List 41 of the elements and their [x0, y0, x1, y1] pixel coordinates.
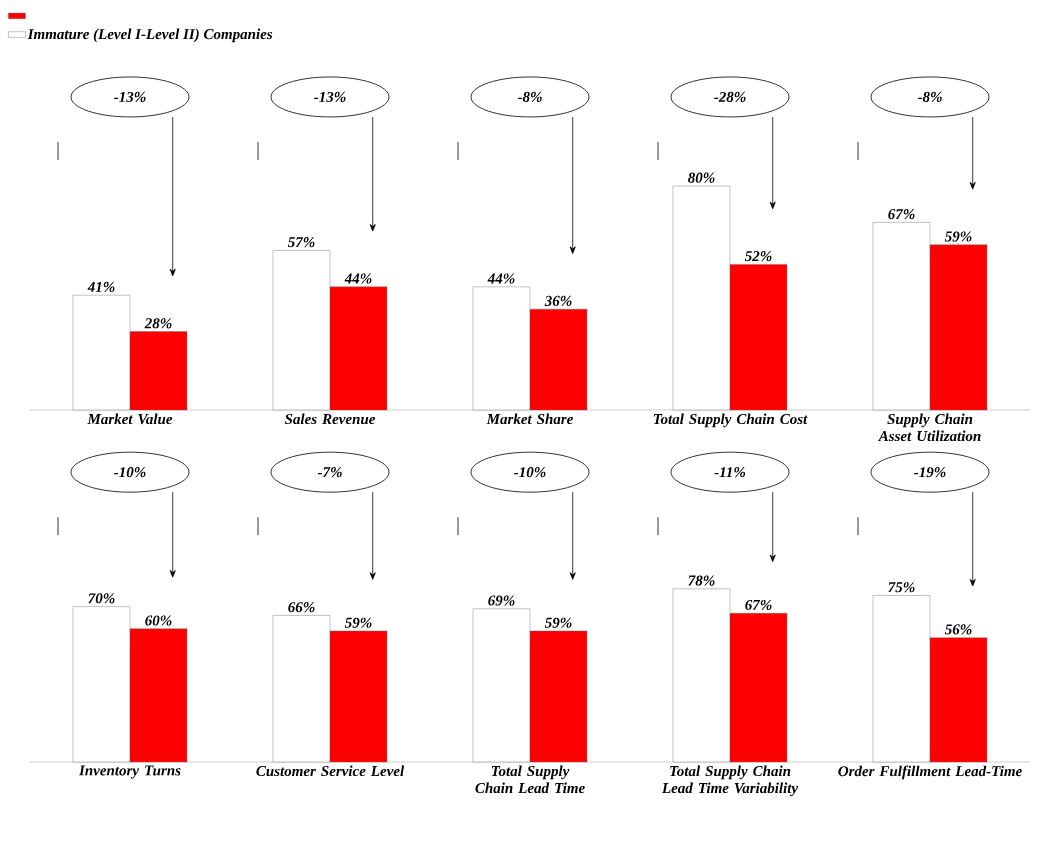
data-label: 75%	[888, 582, 915, 593]
x-tick-label: Supply Chain Asset Utilization	[877, 413, 981, 442]
data-label: 57%	[287, 237, 315, 248]
x-tick-label: Total Supply Chain Lead Time Variability	[661, 765, 799, 797]
text: -13%	[114, 91, 146, 103]
data-label: 67%	[888, 209, 915, 220]
x-tick-label: Order Fulfillment Lead-Time	[838, 765, 1022, 780]
text: -8%	[517, 91, 542, 103]
x-tick-label: Customer Service Level	[256, 765, 405, 777]
data-label: 59%	[544, 617, 572, 628]
data-label: 28%	[144, 318, 172, 329]
data-label: 67%	[745, 599, 772, 611]
text: -11%	[714, 467, 746, 478]
text: -7%	[317, 467, 342, 478]
text: -28%	[714, 91, 746, 103]
x-tick-label: Sales Revenue	[284, 413, 376, 425]
text: -10%	[114, 467, 146, 478]
data-label: 56%	[944, 624, 972, 635]
x-tick-label: Market Value	[87, 413, 173, 425]
legend-label: Immature (Level I-Level II) Companies	[27, 28, 273, 43]
data-label: 52%	[744, 251, 772, 262]
data-label: 36%	[544, 295, 572, 306]
text: -10%	[514, 467, 546, 478]
x-tick-label: Market Share	[486, 413, 573, 425]
text: -8%	[917, 91, 942, 103]
data-label: 69%	[488, 595, 515, 606]
data-label: 66%	[288, 602, 315, 613]
data-label: 78%	[688, 575, 715, 586]
data-label: 70%	[88, 593, 115, 604]
data-label: 44%	[344, 273, 372, 284]
data-label: 41%	[87, 281, 115, 292]
data-label: 59%	[344, 617, 372, 628]
data-label: 59%	[944, 231, 972, 242]
data-label: 44%	[487, 273, 515, 284]
x-tick-label: Total Supply Chain Lead Time	[475, 765, 585, 794]
text: -19%	[914, 467, 946, 478]
x-tick-label: Inventory Turns	[78, 765, 181, 779]
text: -13%	[314, 91, 346, 103]
data-label: 60%	[145, 615, 172, 626]
data-label: 80%	[688, 172, 715, 183]
x-tick-label: Total Supply Chain Cost	[653, 413, 808, 428]
